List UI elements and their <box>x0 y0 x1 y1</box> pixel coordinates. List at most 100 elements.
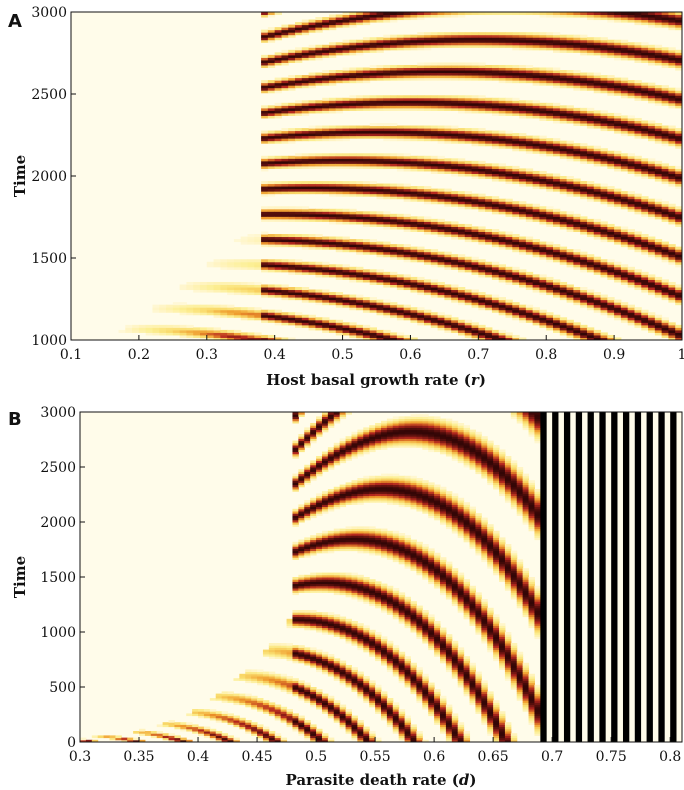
panel-a-cell <box>607 297 614 300</box>
panel-b-cell <box>92 735 98 738</box>
panel-a-cell <box>546 277 553 280</box>
panel-a-cell <box>207 305 214 308</box>
panel-a-cell <box>180 302 187 305</box>
panel-a-cell <box>322 181 329 184</box>
panel-a-cell <box>587 146 594 149</box>
panel-a-cell <box>234 282 241 285</box>
panel-a-cell <box>356 325 363 328</box>
panel-a-cell <box>444 32 451 35</box>
panel-b-cell <box>275 705 281 708</box>
panel-b-cell <box>298 469 304 472</box>
panel-a-cell <box>438 32 445 35</box>
panel-a-cell <box>451 317 458 320</box>
panel-b-cell <box>210 709 216 712</box>
panel-a-cell <box>193 305 200 308</box>
panel-a-cell <box>621 191 628 194</box>
panel-a-cell <box>648 199 655 202</box>
panel-a-cell <box>214 305 221 308</box>
panel-a-cell <box>302 287 309 290</box>
panel-a-cell <box>173 302 180 305</box>
panel-b-cell <box>228 735 234 738</box>
panel-a-cell <box>492 65 499 68</box>
panel-a-cell <box>349 209 356 212</box>
panel-a-cell <box>309 262 316 265</box>
panel-b-cell <box>104 735 110 738</box>
panel-a-cell <box>166 325 173 328</box>
panel-a-x-tick-label: 0.4 <box>264 347 286 363</box>
panel-a-x-tick-label: 1 <box>678 347 684 363</box>
panel-a-cell <box>315 262 322 265</box>
panel-a-cell <box>424 32 431 35</box>
panel-a-cell <box>390 153 397 156</box>
panel-a-cell <box>268 206 275 209</box>
panel-b-cell <box>222 711 228 714</box>
panel-a-cell <box>288 312 295 315</box>
panel-a-cell <box>281 25 288 28</box>
panel-a-cell <box>268 131 275 134</box>
panel-a-cell <box>478 32 485 35</box>
panel-a-cell <box>614 262 621 265</box>
panel-a-cell <box>220 330 227 333</box>
panel-a-cell <box>417 95 424 98</box>
panel-a-cell <box>397 126 404 129</box>
panel-a-cell <box>472 128 479 131</box>
panel-b-cell <box>157 731 163 734</box>
panel-a-cell <box>546 312 553 315</box>
panel-a-cell <box>499 199 506 202</box>
panel-a-cell <box>546 173 553 176</box>
panel-b-cell <box>216 694 222 697</box>
panel-a-cell <box>607 151 614 154</box>
panel-b-cell <box>263 700 269 703</box>
panel-a-cell <box>573 70 580 73</box>
panel-b-cell <box>174 722 180 725</box>
panel-a-cell <box>370 65 377 68</box>
panel-a-cell <box>356 40 363 43</box>
panel-a-label: A <box>8 11 22 32</box>
panel-a-cell <box>356 267 363 270</box>
panel-a-cell <box>336 126 343 129</box>
panel-a-cell <box>587 73 594 76</box>
panel-a-cell <box>390 95 397 98</box>
panel-a-cell <box>539 136 546 139</box>
panel-b-cell <box>292 577 298 580</box>
panel-b-cell <box>275 674 281 677</box>
panel-a-cell <box>458 287 465 290</box>
panel-a-cell <box>668 166 675 169</box>
panel-a-cell <box>424 216 431 219</box>
panel-a-cell <box>410 95 417 98</box>
panel-a-cell <box>315 45 322 48</box>
panel-a-cell <box>281 128 288 131</box>
panel-b-cell <box>210 698 216 701</box>
panel-a-cell <box>580 325 587 328</box>
panel-a-cell <box>315 181 322 184</box>
panel-a-cell <box>675 50 682 53</box>
panel-a-cell <box>336 98 343 101</box>
panel-a-cell <box>553 138 560 141</box>
panel-a-cell <box>417 186 424 189</box>
panel-b-cell <box>239 694 245 697</box>
panel-a-cell <box>634 118 641 121</box>
panel-a-cell <box>505 332 512 335</box>
panel-a-cell <box>363 181 370 184</box>
panel-a-cell <box>383 184 390 187</box>
panel-a-x-tick-label: 0.8 <box>535 347 557 363</box>
panel-a-x-tick-label: 0.6 <box>399 347 421 363</box>
panel-a-cell <box>281 234 288 237</box>
panel-a-cell <box>343 126 350 129</box>
panel-a-cell <box>349 239 356 242</box>
panel-a-cell <box>281 284 288 287</box>
panel-a-cell <box>662 279 669 282</box>
panel-a-cell <box>329 153 336 156</box>
panel-a-cell <box>519 269 526 272</box>
panel-a-cell <box>458 320 465 323</box>
panel-a-cell <box>234 259 241 262</box>
panel-a-cell <box>268 310 275 313</box>
panel-a-cell <box>295 100 302 103</box>
panel-a-cell <box>465 191 472 194</box>
panel-a-cell <box>268 105 275 108</box>
panel-b-cell <box>263 672 269 675</box>
panel-a-cell <box>268 156 275 159</box>
panel-a-cell <box>261 55 268 58</box>
panel-a-cell <box>607 224 614 227</box>
panel-a-cell <box>383 65 390 68</box>
